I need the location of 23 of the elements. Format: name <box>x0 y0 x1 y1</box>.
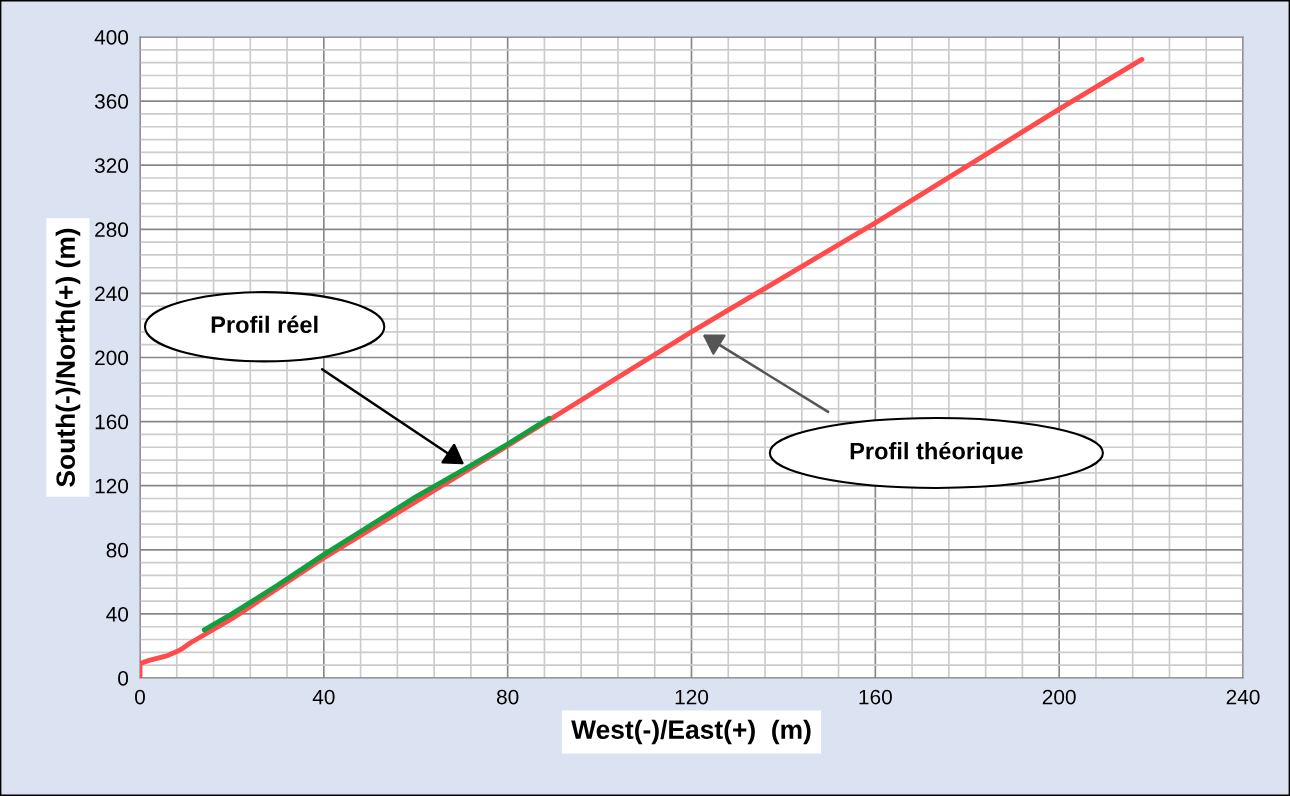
x-tick-label: 200 <box>1042 689 1076 705</box>
y-tick-label: 200 <box>95 350 129 366</box>
x-axis-title: West(-)/East(+) (m) <box>571 719 811 745</box>
y-tick-label: 280 <box>95 222 129 238</box>
x-tick-label: 240 <box>1226 689 1260 705</box>
y-tick-label: 80 <box>106 542 129 558</box>
x-tick-label: 40 <box>312 689 335 705</box>
annotation: Profil théorique <box>850 441 1023 465</box>
y-tick-label: 0 <box>118 671 129 686</box>
y-tick-label: 120 <box>95 478 129 494</box>
annotation: Profil réel <box>211 315 318 334</box>
y-axis-title: South(-)/North(+) (m) <box>55 228 81 487</box>
x-tick-label: 120 <box>675 689 709 705</box>
x-tick-label: 80 <box>496 689 519 705</box>
line-series <box>201 415 552 633</box>
y-tick-label: 160 <box>95 414 129 430</box>
y-tick-label: 320 <box>94 158 129 173</box>
y-tick-label: 40 <box>106 606 129 622</box>
x-tick-label: 160 <box>859 689 892 705</box>
y-tick-label: 400 <box>94 30 129 45</box>
y-tick-label: 240 <box>95 286 129 302</box>
x-tick-label: 0 <box>135 689 145 705</box>
y-tick-label: 360 <box>94 94 129 109</box>
